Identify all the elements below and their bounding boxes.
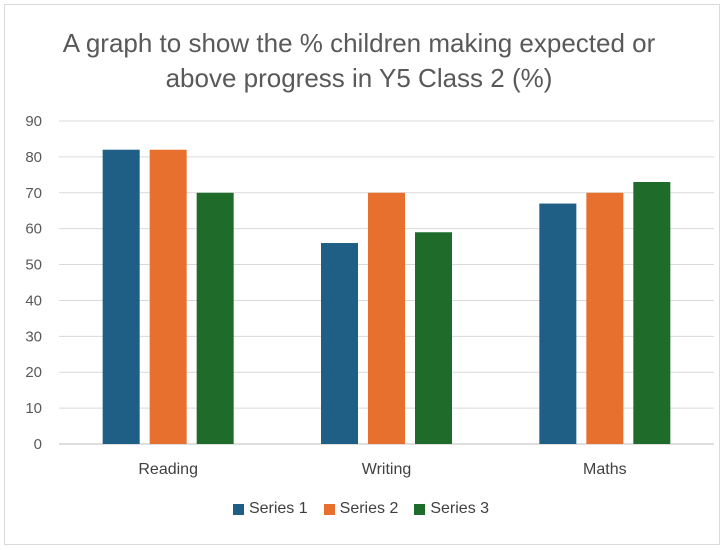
- legend-swatch: [323, 503, 335, 515]
- bar-reading-series-1: [102, 149, 140, 444]
- y-axis-ticks: 0 10 20 30 40 50 60 70 80 90: [25, 113, 42, 453]
- legend-swatch: [414, 503, 426, 515]
- y-tick-label: 70: [25, 185, 42, 202]
- bar-reading-series-3: [196, 192, 234, 444]
- y-tick-label: 30: [25, 328, 42, 345]
- y-tick-label: 60: [25, 221, 42, 238]
- y-tick-label: 10: [25, 400, 42, 417]
- bar-reading-series-2: [149, 149, 187, 444]
- legend-label: Series 3: [430, 500, 490, 517]
- legend: Series 1 Series 2 Series 3: [0, 500, 722, 518]
- y-tick-label: 50: [25, 257, 42, 274]
- bar-maths-series-1: [539, 203, 577, 444]
- legend-swatch: [232, 503, 244, 515]
- y-tick-label: 80: [25, 149, 42, 166]
- x-category-label: Reading: [138, 461, 198, 478]
- legend-item-series-1: Series 1: [232, 500, 308, 518]
- y-tick-label: 40: [25, 292, 42, 309]
- bar-writing-series-1: [321, 243, 358, 444]
- x-category-label: Writing: [362, 461, 412, 478]
- bar-writing-series-3: [415, 232, 452, 444]
- y-tick-label: 0: [34, 436, 42, 453]
- bars: [102, 149, 671, 444]
- legend-label: Series 1: [248, 500, 308, 517]
- chart-title: A graph to show the % children making ex…: [0, 26, 718, 96]
- legend-item-series-2: Series 2: [323, 500, 399, 518]
- x-axis-categories: Reading Writing Maths: [138, 461, 626, 478]
- chart-title-line2: above progress in Y5 Class 2 (%): [165, 63, 553, 93]
- x-category-label: Maths: [583, 461, 627, 478]
- legend-label: Series 2: [339, 500, 399, 517]
- bar-maths-series-2: [586, 192, 624, 444]
- legend-item-series-3: Series 3: [414, 500, 489, 518]
- bar-maths-series-3: [633, 182, 671, 444]
- y-tick-label: 90: [25, 113, 42, 130]
- bar-writing-series-2: [368, 192, 405, 444]
- y-tick-label: 20: [25, 364, 42, 381]
- chart-title-line1: A graph to show the % children making ex…: [62, 28, 656, 58]
